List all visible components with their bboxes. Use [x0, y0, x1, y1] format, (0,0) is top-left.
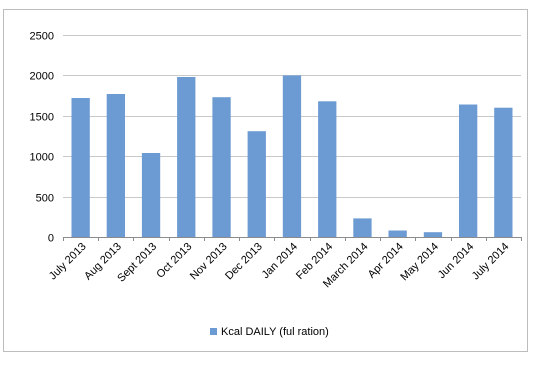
y-tick-labels: 0 500 1000 1500 2000 2500 — [30, 31, 54, 245]
axes — [63, 237, 522, 241]
y-tick-label: 1500 — [30, 112, 54, 124]
legend-swatch — [210, 328, 217, 335]
bar — [247, 131, 266, 237]
bar — [353, 218, 372, 237]
y-tick-label: 500 — [36, 193, 54, 205]
y-tick-label: 1000 — [30, 152, 54, 164]
bar — [106, 94, 125, 237]
bar — [459, 104, 478, 237]
y-tick-label: 2000 — [30, 71, 54, 83]
bar — [71, 98, 90, 237]
bar — [141, 153, 161, 237]
chart-frame: 0 500 1000 1500 2000 2500 July 2013 Aug 2013 Se… — [3, 9, 528, 352]
x-tick-label: Dec 2013 — [223, 241, 265, 283]
x-tick-label: July 2014 — [470, 241, 512, 283]
bar — [212, 97, 231, 237]
bar — [388, 230, 407, 237]
bar — [423, 232, 443, 237]
bar — [318, 101, 337, 237]
bars — [71, 75, 513, 238]
legend-label: Kcal DAILY (ful ration) — [221, 326, 329, 338]
bar — [177, 77, 196, 237]
bar — [494, 107, 513, 237]
x-tick-label: Jan 2014 — [260, 241, 300, 281]
y-tick-label: 2500 — [30, 31, 54, 43]
bar — [282, 75, 302, 238]
x-tick-label: Nov 2013 — [188, 241, 230, 283]
x-tick-label: July 2013 — [47, 241, 89, 283]
y-tick-label: 0 — [48, 233, 54, 245]
x-tick-label: May 2014 — [398, 241, 441, 284]
legend: Kcal DAILY (ful ration) — [210, 326, 329, 338]
